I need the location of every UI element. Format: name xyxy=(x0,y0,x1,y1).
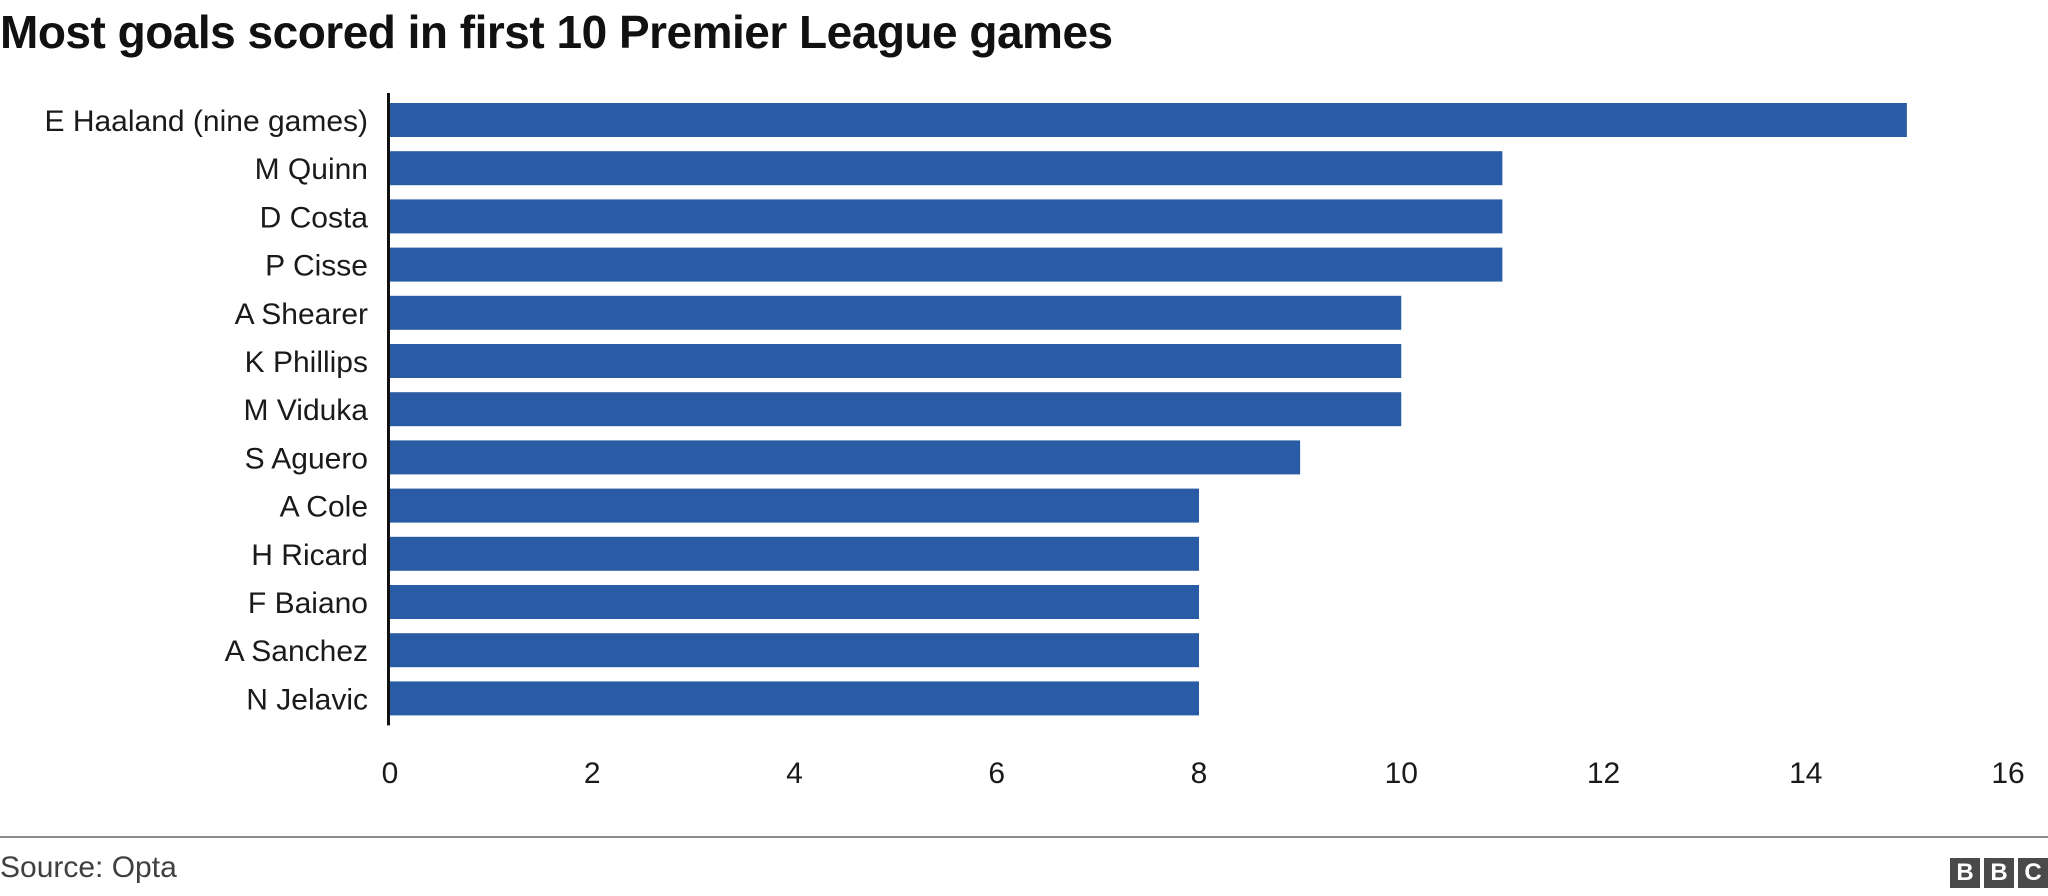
bar xyxy=(390,488,1199,523)
x-tick-label: 2 xyxy=(584,757,601,790)
bar xyxy=(390,392,1402,427)
category-label: D Costa xyxy=(260,201,369,234)
x-tick-label: 8 xyxy=(1191,757,1208,790)
x-tick-label: 0 xyxy=(382,757,399,790)
category-label: N Jelavic xyxy=(246,683,368,716)
bbc-logo-letter: B xyxy=(1950,858,1980,888)
x-tick-label: 12 xyxy=(1587,757,1620,790)
bar xyxy=(390,103,1907,137)
category-label: M Viduka xyxy=(243,394,368,427)
bar-chart: E Haaland (nine games) M Quinn D Costa P Ci… xyxy=(44,93,2025,790)
footer-divider xyxy=(0,836,2048,838)
bar xyxy=(390,344,1402,378)
bar xyxy=(390,536,1199,571)
category-label: M Quinn xyxy=(255,153,368,186)
x-tick-label: 16 xyxy=(1991,757,2024,790)
category-label: F Baiano xyxy=(248,587,368,620)
x-tick-label: 14 xyxy=(1789,757,1822,790)
x-tick-label: 6 xyxy=(988,757,1005,790)
x-tick-label: 4 xyxy=(786,757,803,790)
source-note: Source: Opta xyxy=(0,851,177,884)
bar xyxy=(390,199,1503,234)
bbc-logo-letter: C xyxy=(2018,858,2048,888)
bar xyxy=(390,247,1503,282)
category-label: E Haaland (nine games) xyxy=(44,105,368,138)
bar xyxy=(390,681,1199,716)
category-label: A Shearer xyxy=(235,298,368,331)
category-label: S Aguero xyxy=(245,442,368,475)
category-label: A Sanchez xyxy=(225,635,368,668)
bbc-logo-letter: B xyxy=(1984,858,2014,888)
bar xyxy=(390,585,1199,619)
category-label: K Phillips xyxy=(245,346,368,379)
category-label: A Cole xyxy=(280,491,368,524)
bbc-logo: B B C xyxy=(1950,858,2048,888)
category-label: P Cisse xyxy=(265,250,368,283)
bar xyxy=(390,633,1199,668)
x-tick-label: 10 xyxy=(1385,757,1418,790)
chart-title: Most goals scored in first 10 Premier Le… xyxy=(0,6,1113,58)
bar xyxy=(390,440,1301,475)
bar xyxy=(390,151,1503,186)
bar xyxy=(390,295,1402,330)
category-label: H Ricard xyxy=(251,539,368,572)
